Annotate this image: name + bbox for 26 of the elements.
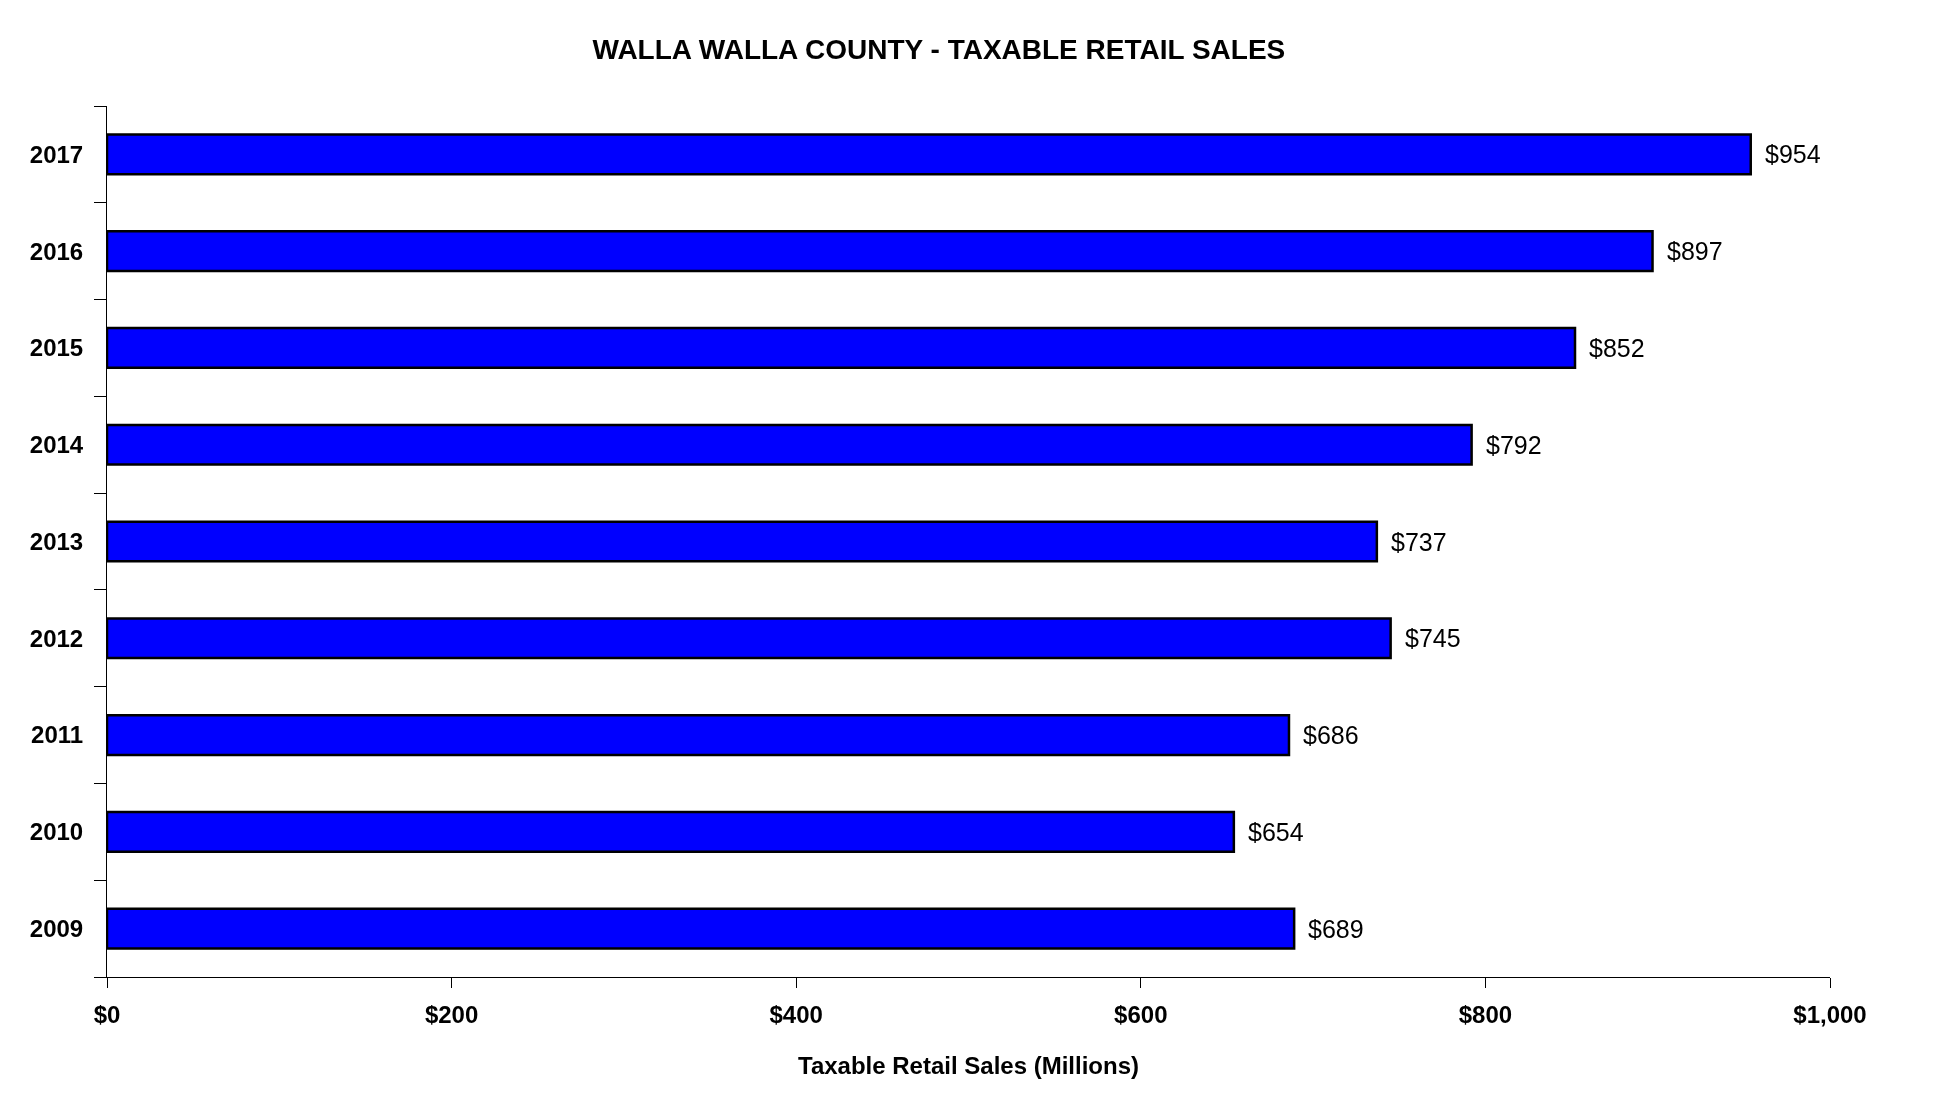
x-tick-label: $800 [1458, 1000, 1513, 1028]
chart-title: WALLA WALLA COUNTY - TAXABLE RETAIL SALES [592, 33, 1286, 65]
x-tick-label: $0 [93, 1000, 121, 1028]
data-label: $686 [1303, 721, 1359, 749]
x-axis-title: Taxable Retail Sales (Millions) [798, 1052, 1139, 1080]
data-label: $792 [1486, 431, 1542, 459]
data-label: $852 [1589, 334, 1645, 362]
x-tick-label: $1,000 [1793, 1000, 1867, 1028]
y-tick-label: 2016 [29, 237, 84, 265]
y-tick-label: 2009 [29, 915, 84, 943]
x-tick-label: $600 [1114, 1000, 1168, 1028]
y-tick-label: 2011 [31, 721, 84, 749]
data-label: $689 [1308, 915, 1364, 943]
data-label: $897 [1667, 237, 1723, 265]
y-tick-label: 2015 [29, 334, 84, 362]
data-label: $745 [1405, 624, 1461, 652]
data-label: $954 [1765, 140, 1821, 168]
y-tick-label: 2012 [29, 624, 84, 652]
y-tick-label: 2010 [29, 818, 84, 846]
x-tick-label: $200 [424, 1000, 479, 1028]
y-tick-label: 2014 [29, 431, 84, 459]
y-tick-label: 2013 [29, 527, 84, 555]
data-label: $654 [1248, 818, 1304, 846]
data-label: $737 [1391, 528, 1447, 556]
y-tick-label: 2017 [29, 140, 84, 168]
x-tick-label: $400 [769, 1000, 823, 1028]
